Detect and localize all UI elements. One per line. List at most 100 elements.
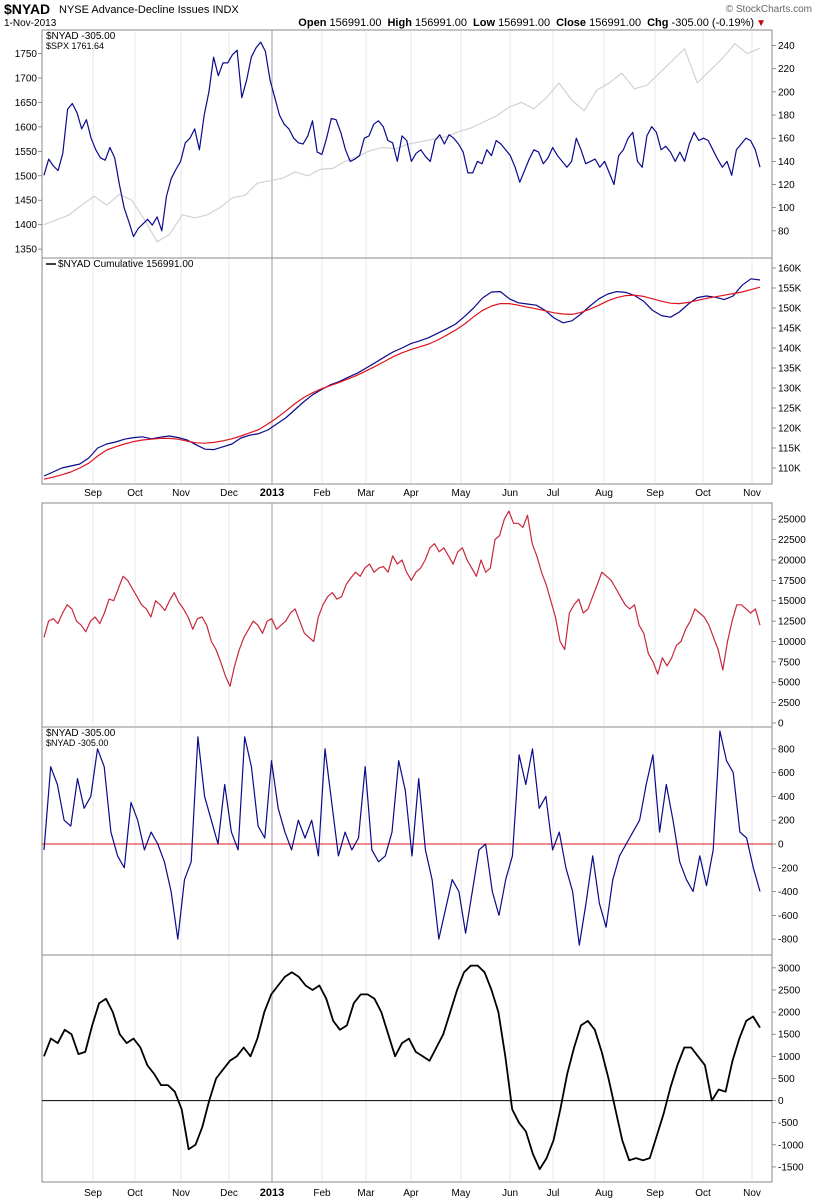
panel-frame [41,257,773,485]
month-tick-label: Apr [403,1188,419,1199]
right-axis-label: 140K [778,344,802,355]
month-tick-label: Jul [547,488,560,499]
month-tick-label: Sep [84,488,102,499]
month-tick-label: Aug [595,1188,613,1199]
panel-frame [41,726,773,956]
series-line [43,964,761,1171]
left-axis-label: 1400 [15,220,38,231]
right-axis-label: 2500 [778,985,801,996]
right-axis-label: 220 [778,64,795,75]
month-tick-label: Oct [695,488,711,499]
close-value: 156991.00 [589,17,642,29]
month-tick-label: Nov [172,1188,190,1199]
high-label: High [387,17,412,29]
month-tick-label: Feb [313,1188,331,1199]
month-tick-label: Aug [595,488,613,499]
month-tick-label: Dec [220,488,238,499]
right-axis-label: 1500 [778,1030,801,1041]
right-axis-label: -1500 [778,1162,804,1173]
right-axis-label: 130K [778,384,802,395]
right-axis-label: 0 [778,719,784,730]
month-tick-label: Sep [646,1188,664,1199]
close-label: Close [556,17,587,29]
right-axis-label: -800 [778,935,798,946]
chart-header: $NYAD NYSE Advance-Decline Issues INDX 1… [0,0,820,34]
right-axis-label: 500 [778,1074,795,1085]
right-axis-label: 160K [778,264,802,275]
right-axis-label: -400 [778,887,798,898]
month-tick-label: Nov [743,1188,761,1199]
series-line [43,286,761,480]
legend-entry: $SPX 1761.64 [46,41,104,51]
right-axis-label: 25000 [778,515,806,526]
right-axis-label: 100 [778,203,795,214]
open-value: 156991.00 [329,17,382,29]
right-axis-label: 200 [778,816,795,827]
month-tick-label: Jul [547,1188,560,1199]
chart-date: 1-Nov-2013 [4,18,57,29]
month-tick-label: Jun [502,1188,518,1199]
right-axis-label: 240 [778,41,795,52]
left-axis-label: 1450 [15,196,38,207]
right-axis-label: 180 [778,111,795,122]
legend-entry: $NYAD Cumulative 156991.00 [58,259,194,270]
right-axis-label: 120K [778,424,802,435]
right-axis-label: 140 [778,157,795,168]
month-tick-label: Oct [695,1188,711,1199]
right-axis-label: 200 [778,87,795,98]
right-axis-label: 12500 [778,617,806,628]
right-axis-label: 3000 [778,963,801,974]
left-axis-label: 1550 [15,147,38,158]
low-label: Low [473,17,495,29]
month-tick-label: Sep [646,488,664,499]
right-axis-label: 10000 [778,637,806,648]
left-axis-label: 1500 [15,171,38,182]
low-value: 156991.00 [498,17,551,29]
right-axis-label: 0 [778,839,784,850]
right-axis-label: 145K [778,324,802,335]
right-axis-label: 5000 [778,678,801,689]
right-axis-label: -600 [778,911,798,922]
high-value: 156991.00 [415,17,467,29]
series-line [43,730,761,946]
panel-frame [41,954,773,1183]
month-tick-label: Sep [84,1188,102,1199]
series-line [43,510,761,687]
month-tick-label: Nov [172,488,190,499]
open-label: Open [298,17,327,29]
right-axis-label: -1000 [778,1140,804,1151]
right-axis-label: 7500 [778,657,801,668]
right-axis-label: -500 [778,1118,798,1129]
month-tick-label: Nov [743,488,761,499]
right-axis-label: 800 [778,744,795,755]
right-axis-label: 120 [778,180,795,191]
right-axis-label: 2500 [778,698,801,709]
right-axis-label: 150K [778,304,802,315]
right-axis-label: 160 [778,134,795,145]
brand-watermark: © StockCharts.com [725,4,812,15]
month-tick-label: May [452,488,471,499]
right-axis-label: 22500 [778,535,806,546]
right-axis-label: 115K [778,444,801,455]
symbol-description: NYSE Advance-Decline Issues INDX [59,4,239,16]
right-axis-label: 125K [778,404,802,415]
series-line [43,41,761,238]
month-tick-label: Oct [127,488,143,499]
month-tick-label: 2013 [260,1187,284,1199]
month-tick-label: Mar [357,1188,375,1199]
symbol-title: $NYAD [4,1,51,17]
right-axis-label: -200 [778,863,798,874]
right-axis-label: 2000 [778,1008,801,1019]
right-axis-label: 1000 [778,1052,801,1063]
left-axis-label: 1350 [15,245,38,256]
month-tick-label: 2013 [260,487,284,499]
left-axis-label: 1700 [15,74,38,85]
chg-value: -305.00 (-0.19%) [671,17,755,29]
right-axis-label: 80 [778,226,790,237]
right-axis-label: 135K [778,364,802,375]
ohlc-readout: Open 156991.00 High 156991.00 Low 156991.0… [292,17,766,29]
right-axis-label: 0 [778,1096,784,1107]
month-tick-label: Oct [127,1188,143,1199]
right-axis-label: 600 [778,768,795,779]
